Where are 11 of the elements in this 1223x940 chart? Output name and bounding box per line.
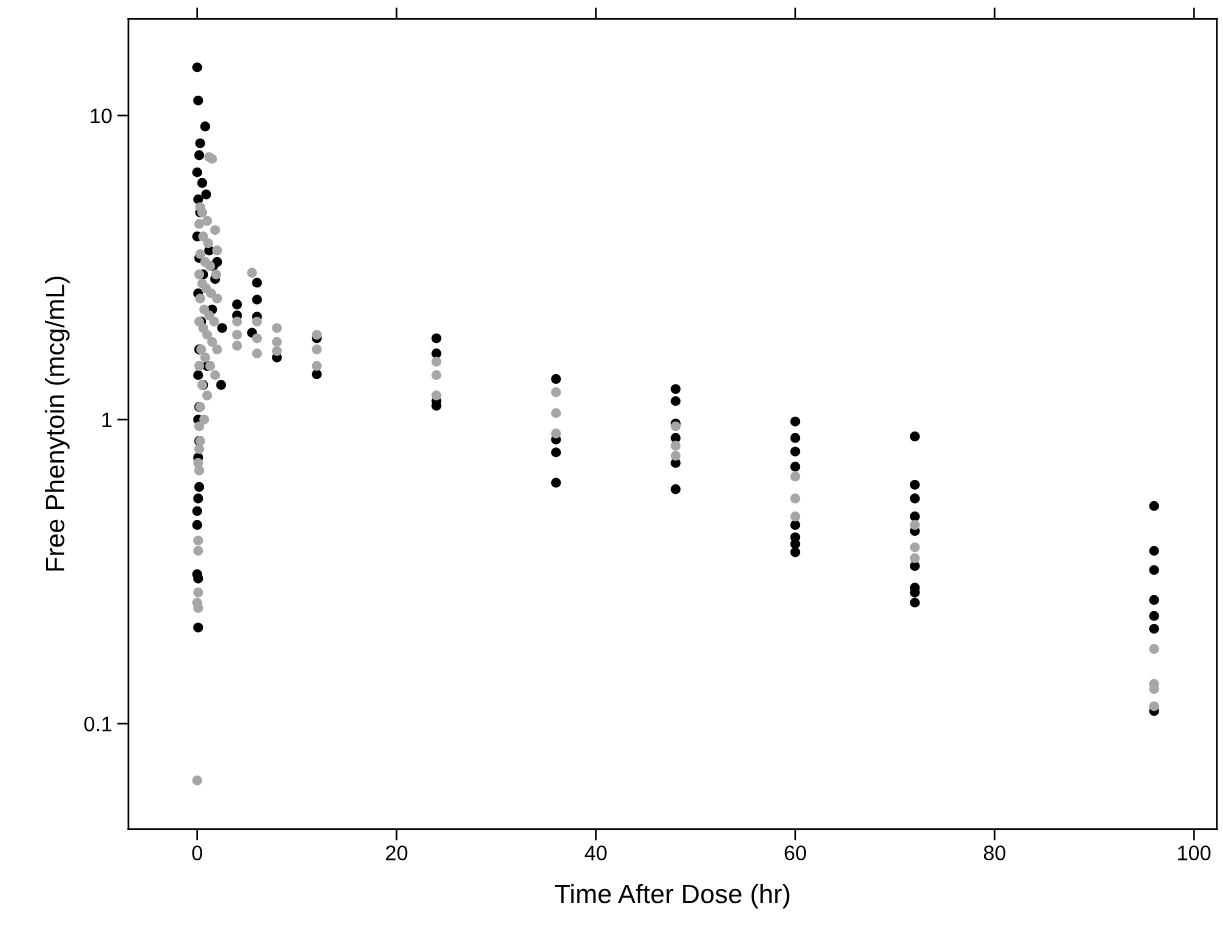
y-tick-label: 0.1 [84, 716, 112, 732]
x-tick-label: 20 [386, 845, 408, 861]
y-axis-title: Free Phenytoin (mcg/mL) [45, 276, 70, 571]
x-tick-label: 80 [983, 845, 1006, 861]
y-tick-label: 1 [102, 412, 112, 428]
x-tick-label: 60 [784, 845, 807, 861]
x-axis-title: Time After Dose (hr) [554, 883, 790, 909]
x-tick-label: 0 [192, 845, 203, 861]
x-tick-label: 40 [584, 845, 607, 861]
x-tick-label: 100 [1178, 845, 1211, 861]
y-tick-label: 10 [90, 108, 112, 124]
